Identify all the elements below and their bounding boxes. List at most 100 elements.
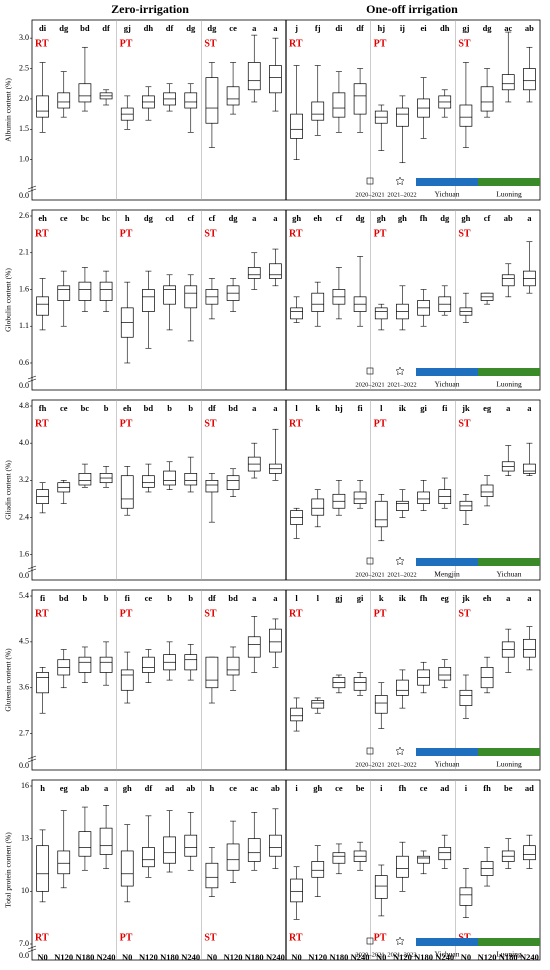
box (226, 843, 240, 871)
box (78, 831, 92, 857)
tillage-label: RT (35, 38, 49, 49)
tillage-label: RT (35, 608, 49, 619)
box (142, 289, 155, 312)
box (36, 95, 49, 118)
significance-letter: ac (504, 23, 512, 33)
box (205, 480, 219, 493)
y-tick-label: 1.1 (19, 321, 29, 330)
significance-letter: a (273, 593, 278, 603)
tillage-label: ST (204, 932, 217, 943)
y-tick-label: 4.0 (19, 438, 29, 447)
x-tick-label: N240 (520, 952, 539, 962)
tillage-label: RT (35, 418, 49, 429)
significance-letter: l (380, 403, 383, 413)
legend-star (395, 176, 405, 186)
significance-letter: bd (59, 593, 69, 603)
legend-site: Luoning (496, 190, 522, 199)
significance-letter: a (252, 593, 257, 603)
site-bar (416, 368, 478, 376)
box (311, 101, 325, 121)
box (374, 307, 388, 320)
box (247, 62, 261, 91)
x-tick-label: N180 (75, 952, 94, 962)
box (353, 83, 367, 115)
significance-letter: b (83, 593, 88, 603)
legend-star (395, 746, 405, 756)
significance-letter: a (527, 593, 532, 603)
legend-year: 2021–2022 (387, 381, 416, 388)
tillage-label: PT (374, 608, 387, 619)
box (36, 672, 49, 694)
box (417, 491, 430, 504)
significance-letter: gh (398, 213, 407, 223)
box (184, 92, 198, 109)
significance-letter: gi (420, 403, 427, 413)
site-bar (478, 558, 540, 566)
y-tick-label: 4.8 (19, 401, 29, 410)
legend-year: 2021–2022 (387, 571, 416, 578)
box (120, 669, 134, 691)
box (142, 847, 155, 868)
tillage-label: RT (289, 932, 303, 943)
axis-break-label: 0.0 (19, 381, 29, 390)
significance-letter: df (208, 403, 216, 413)
y-tick-label: 1.6 (19, 550, 29, 559)
site-bar (416, 938, 478, 946)
significance-letter: be (504, 783, 513, 793)
significance-letter: fi (442, 403, 448, 413)
significance-letter: eh (123, 403, 132, 413)
significance-letter: cf (187, 213, 194, 223)
box (226, 86, 240, 106)
significance-letter: fh (399, 783, 407, 793)
tillage-label: PT (374, 932, 387, 943)
significance-letter: gh (461, 213, 470, 223)
legend-year: 2020–2021 (355, 191, 384, 198)
box (480, 484, 494, 497)
box (205, 862, 219, 889)
significance-letter: i (295, 783, 298, 793)
legend-site: Yichuan (435, 950, 460, 959)
significance-letter: b (104, 403, 109, 413)
significance-letter: dg (207, 23, 217, 33)
y-tick-label: 1.6 (19, 284, 29, 293)
box (459, 104, 473, 127)
significance-letter: ab (525, 23, 534, 33)
legend-year: 2021–2022 (387, 761, 416, 768)
legend-site: Luoning (496, 950, 522, 959)
y-tick-label: 2.7 (19, 728, 29, 737)
box (163, 285, 176, 305)
significance-letter: i (380, 783, 383, 793)
significance-letter: ab (271, 783, 280, 793)
y-axis-label: Albumin content (%) (4, 78, 13, 142)
significance-letter: fj (315, 23, 321, 33)
axis-break-label: 0.0 (19, 571, 29, 580)
significance-letter: h (125, 213, 130, 223)
tillage-label: RT (289, 228, 303, 239)
significance-letter: a (527, 213, 532, 223)
box (184, 654, 198, 671)
y-tick-label: 2.4 (19, 512, 29, 521)
tillage-label: RT (35, 932, 49, 943)
significance-letter: a (252, 23, 257, 33)
significance-letter: dg (483, 23, 493, 33)
significance-letter: df (208, 593, 216, 603)
box (57, 285, 71, 301)
x-tick-label: N240 (97, 952, 116, 962)
box (523, 463, 536, 474)
box (332, 92, 346, 118)
y-tick-label: 1.5 (19, 124, 29, 133)
significance-letter: bd (144, 403, 154, 413)
legend-site: Yichuan (435, 380, 460, 389)
significance-letter: bc (81, 213, 90, 223)
box (311, 292, 325, 312)
significance-letter: hj (335, 403, 343, 413)
significance-letter: b (104, 593, 109, 603)
box (396, 107, 409, 127)
significance-letter: a (273, 403, 278, 413)
legend-year: 2020–2021 (355, 761, 384, 768)
box (205, 656, 219, 689)
axis-break-label: 0.0 (19, 951, 29, 960)
box (36, 845, 49, 892)
x-tick-label: N0 (461, 952, 471, 962)
